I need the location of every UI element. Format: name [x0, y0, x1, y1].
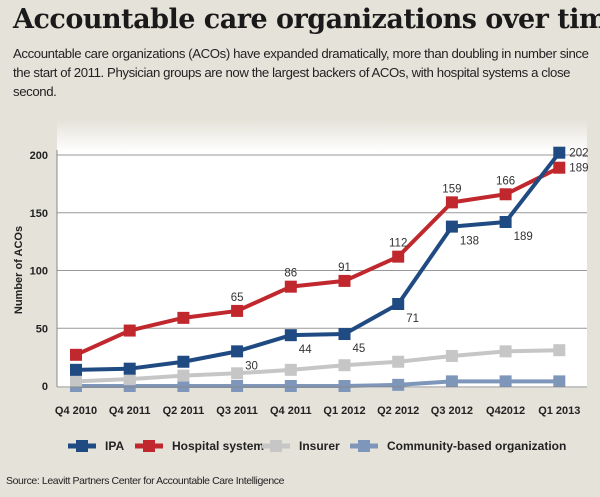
data-point: [338, 380, 351, 392]
data-point: [392, 297, 405, 310]
chart-subtitle: Accountable care organizations (ACOs) ha…: [13, 46, 589, 99]
data-label: 159: [442, 183, 461, 195]
legend-marker: [143, 440, 155, 452]
series-line: [75, 151, 561, 372]
x-tick-label: Q42012: [486, 405, 525, 417]
legend-marker: [76, 440, 88, 452]
data-point: [445, 220, 458, 233]
data-point: [284, 329, 297, 342]
y-tick-label: 200: [30, 150, 48, 162]
data-point: [499, 375, 512, 388]
data-point: [499, 215, 512, 228]
plot-area: [57, 120, 587, 388]
x-tick-label: Q2 2012: [377, 405, 419, 417]
data-point: [338, 274, 351, 287]
legend-label: IPA: [105, 439, 124, 453]
data-point: [231, 367, 244, 380]
data-label: 65: [231, 292, 244, 304]
data-point: [392, 355, 405, 368]
data-label: 189: [514, 231, 533, 243]
legend-label: Community-based organization: [387, 439, 566, 453]
data-point: [177, 355, 190, 368]
data-label: 138: [460, 236, 479, 248]
data-label: 91: [338, 262, 351, 274]
data-point: [231, 345, 244, 358]
data-label: 189: [569, 163, 588, 175]
y-tick-label: 100: [30, 266, 48, 278]
x-tick-label: Q4 2011: [109, 405, 151, 417]
data-point: [284, 380, 297, 392]
data-point: [499, 345, 512, 358]
data-label: 30: [245, 360, 258, 372]
data-label: 202: [569, 148, 588, 160]
source-note: Source: Leavitt Partners Center for Acco…: [6, 475, 285, 487]
data-point: [231, 380, 244, 392]
data-point: [445, 349, 458, 362]
y-axis-label: Number of ACOs: [13, 226, 25, 314]
data-point: [70, 375, 82, 388]
data-label: 112: [389, 238, 407, 250]
data-point: [445, 196, 458, 209]
data-point: [392, 378, 405, 391]
data-point: [231, 304, 244, 317]
data-point: [70, 348, 82, 361]
data-point: [284, 280, 297, 293]
data-point: [123, 324, 136, 337]
legend-label: Hospital system: [172, 439, 264, 453]
x-tick-label: Q3 2012: [431, 405, 473, 417]
data-point: [553, 161, 566, 174]
data-point: [499, 188, 512, 201]
chart-title: Accountable care organizations over time: [13, 4, 600, 35]
legend-label: Insurer: [299, 439, 340, 453]
data-point: [338, 359, 351, 372]
y-tick-label: 50: [36, 323, 48, 335]
legend-marker: [358, 440, 370, 452]
legend-marker: [270, 440, 282, 452]
series-line: [76, 379, 560, 388]
y-tick-label: 0: [42, 381, 48, 393]
data-point: [123, 373, 136, 386]
y-tick-label: 150: [30, 208, 48, 220]
series-line: [75, 348, 560, 384]
data-point: [553, 146, 566, 159]
data-point: [553, 375, 566, 388]
data-label: 45: [353, 343, 366, 355]
x-tick-label: Q1 2013: [538, 405, 580, 417]
data-label: 86: [284, 268, 297, 280]
data-point: [338, 328, 351, 341]
x-tick-label: Q2 2011: [163, 405, 205, 417]
data-point: [177, 380, 190, 392]
data-point: [177, 311, 190, 324]
data-point: [445, 375, 458, 388]
x-tick-label: Q3 2011: [216, 405, 258, 417]
data-point: [553, 344, 566, 357]
data-label: 166: [496, 175, 515, 187]
series-line: [75, 165, 561, 357]
data-point: [70, 363, 82, 376]
data-point: [123, 362, 136, 375]
x-tick-label: Q4 2010: [55, 405, 97, 417]
x-tick-label: Q4 2011: [270, 405, 312, 417]
data-label: 71: [406, 313, 419, 325]
data-point: [392, 250, 405, 263]
data-point: [177, 369, 190, 382]
x-tick-label: Q1 2012: [323, 405, 365, 417]
data-point: [284, 363, 297, 376]
data-label: 44: [299, 344, 312, 356]
